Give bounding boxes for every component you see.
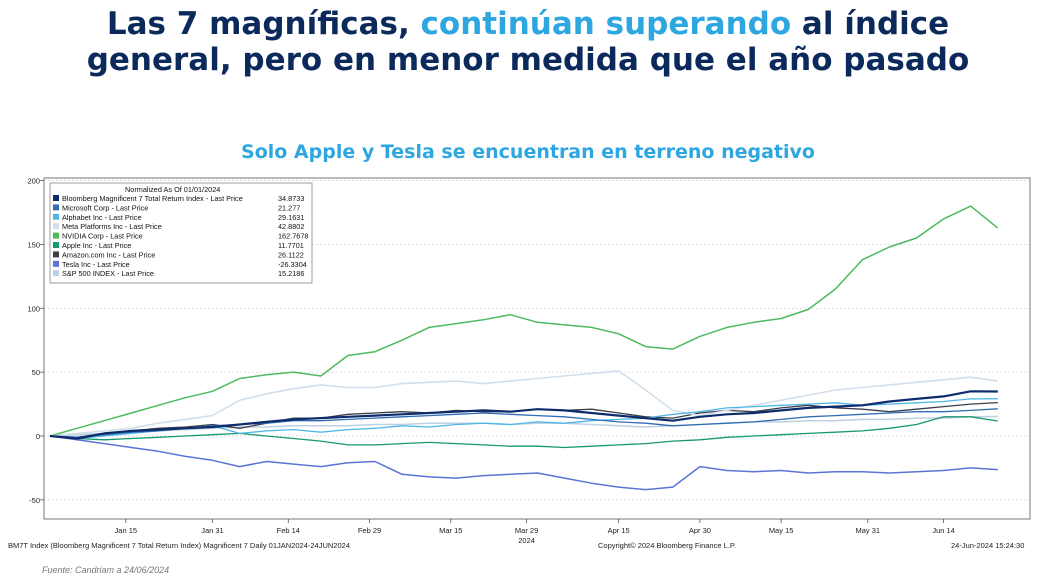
x-tick-label: Feb 29: [358, 526, 381, 535]
legend-entry-value: 34.8733: [278, 194, 304, 203]
x-tick-label: May 15: [769, 526, 794, 535]
legend-box: [49, 182, 313, 284]
legend-entry-label: Amazon.com Inc - Last Price: [62, 250, 155, 259]
legend-entry-value: 29.1631: [278, 213, 304, 222]
x-tick-label: May 31: [855, 526, 880, 535]
x-tick-label: Mar 29: [515, 526, 538, 535]
x-tick-label: Apr 15: [608, 526, 630, 535]
headline-line-2: general, pero en menor medida que el año…: [86, 42, 970, 78]
legend-entry-value: 11.7701: [278, 241, 304, 250]
series-line: [49, 390, 998, 440]
legend-entry-value: -26.3304: [278, 260, 307, 269]
legend-swatch: [53, 204, 59, 211]
legend-entry-label: Microsoft Corp - Last Price: [62, 203, 148, 212]
y-tick-label: 200: [27, 177, 40, 186]
y-tick-label: 100: [27, 304, 40, 313]
footer-copyright: Copyright© 2024 Bloomberg Finance L.P.: [598, 541, 736, 550]
y-tick-label: 150: [27, 240, 40, 249]
footer-index-description: BM7T Index (Bloomberg Magnificent 7 Tota…: [8, 541, 350, 550]
chart-subtitle: Solo Apple y Tesla se encuentran en terr…: [241, 141, 815, 163]
legend-swatch: [53, 223, 59, 230]
source-note: Fuente: Candriam a 24/06/2024: [42, 565, 170, 575]
legend-swatch: [53, 195, 59, 201]
legend-swatch: [53, 251, 59, 258]
legend-entry-label: NVIDIA Corp - Last Price: [62, 232, 143, 241]
legend-swatch: [53, 232, 59, 239]
legend-swatch: [53, 213, 59, 220]
headline-highlight: continúan superando: [420, 6, 792, 42]
series-line: [49, 370, 998, 437]
legend-title: Normalized As Of 01/01/2024: [125, 185, 220, 194]
headline-part-1: Las 7 magníficas,: [106, 6, 421, 42]
legend-entry-label: Bloomberg Magnificent 7 Total Return Ind…: [62, 194, 243, 203]
x-tick-label: Mar 15: [439, 526, 462, 535]
headline-part-3: al índice: [791, 6, 950, 42]
x-tick-label: Feb 14: [277, 526, 300, 535]
legend-swatch: [53, 270, 59, 277]
x-year-label: 2024: [518, 536, 535, 545]
legend-entry-value: 15.2186: [278, 269, 304, 278]
headline: Las 7 magníficas, continúan superando al…: [0, 6, 1056, 78]
y-tick-label: 50: [32, 368, 40, 377]
legend-entry-value: 42.8802: [278, 222, 304, 231]
x-tick-label: Jan 15: [115, 526, 138, 535]
footer-timestamp: 24-Jun-2024 15:24:30: [951, 541, 1025, 550]
legend-entry-label: Meta Platforms Inc - Last Price: [62, 222, 162, 231]
legend-swatch: [53, 242, 59, 248]
legend-entry-label: Apple Inc - Last Price: [62, 241, 131, 250]
y-tick-label: 0: [36, 432, 40, 441]
headline-line-1: Las 7 magníficas, continúan superando al…: [0, 6, 1056, 42]
legend-entry-label: Alphabet Inc - Last Price: [62, 213, 142, 222]
series-line: [49, 435, 998, 491]
x-tick-label: Jun 14: [932, 526, 955, 535]
x-tick-label: Apr 30: [689, 526, 711, 535]
x-tick-label: Jan 31: [201, 526, 224, 535]
line-chart: 200 150 100 50 0 -50 Jan 15 Jan 31 Feb 14 Feb 29 M…: [27, 177, 1031, 545]
legend-entry-label: Tesla Inc - Last Price: [62, 260, 130, 269]
legend-entry-value: 162.7678: [278, 232, 308, 241]
legend-swatch: [53, 260, 59, 267]
y-tick-label: -50: [29, 496, 40, 505]
legend-entry-label: S&P 500 INDEX - Last Price: [62, 269, 154, 278]
legend-entry-value: 21.277: [278, 203, 300, 212]
legend-entry-value: 26.1122: [278, 250, 304, 259]
series-line: [49, 416, 998, 449]
series-line: [49, 205, 999, 437]
